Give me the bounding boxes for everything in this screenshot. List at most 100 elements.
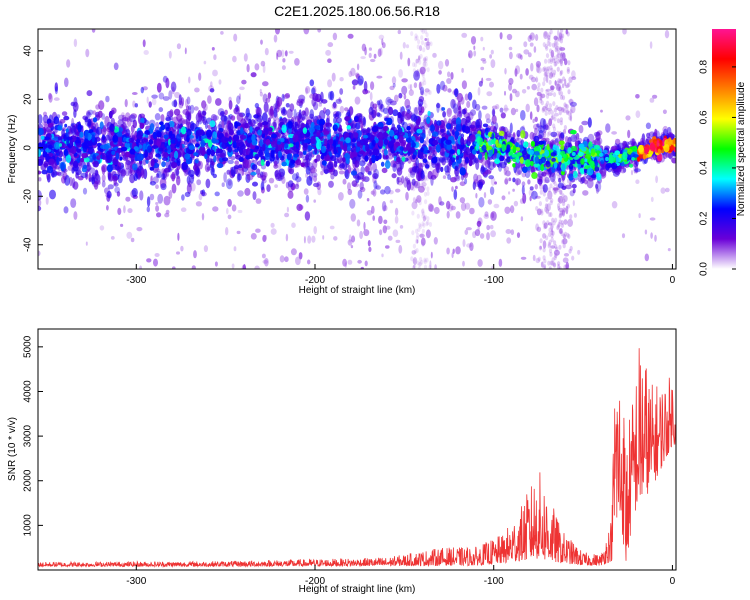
spectrogram-cell xyxy=(134,103,138,108)
spectrogram-cell xyxy=(488,175,495,180)
spectrogram-cell xyxy=(262,259,269,264)
spectrogram-cell xyxy=(131,187,138,197)
spectrogram-cell xyxy=(416,197,420,203)
spectrogram-cell xyxy=(395,239,401,243)
spectrogram-cell xyxy=(416,44,420,50)
spectrogram-cell xyxy=(270,222,275,228)
spectrogram-cell xyxy=(250,171,257,176)
spectrogram-cell xyxy=(568,99,574,104)
spectrogram-cell xyxy=(342,178,347,185)
spectrogram-cell xyxy=(553,249,560,256)
spectrogram-cell xyxy=(377,48,382,57)
spectrogram-cell xyxy=(504,90,506,96)
spectrogram-cell xyxy=(357,259,362,264)
spectrogram-cell xyxy=(539,189,543,195)
spectrogram-cell xyxy=(422,211,426,217)
spectrogram-cell xyxy=(306,175,313,186)
spectrogram-cell xyxy=(262,112,268,122)
spectrogram-cell xyxy=(118,127,124,133)
spectrogram-cell xyxy=(389,199,394,204)
spectrogram-cell xyxy=(236,230,241,235)
spectrogram-cell xyxy=(215,98,222,106)
spectrogram-cell xyxy=(415,118,421,126)
spectrogram-cell xyxy=(272,119,277,128)
spectrogram-cell xyxy=(213,54,217,61)
spectrogram-cell xyxy=(295,172,300,179)
spectrogram-cell xyxy=(101,174,106,182)
spectrogram-cell xyxy=(499,161,507,169)
spectrogram-cell xyxy=(548,32,552,38)
spectrogram-cell xyxy=(472,231,477,239)
spectrogram-cell xyxy=(553,190,557,195)
spectrogram-cell xyxy=(486,91,493,97)
spectrogram-cell xyxy=(543,258,547,264)
spectrogram-cell xyxy=(548,248,553,254)
spectrogram-cell xyxy=(472,181,476,191)
spectrogram-cell xyxy=(173,99,178,108)
spectrogram-cell xyxy=(351,123,356,130)
spectrogram-cell xyxy=(522,125,525,130)
figure-title: C2E1.2025.180.06.56.R18 xyxy=(274,3,440,19)
spectrogram-cell xyxy=(559,57,564,67)
spectrogram-cell xyxy=(407,84,411,90)
spectrogram-cell xyxy=(421,221,425,227)
spectrogram-cell xyxy=(420,237,426,246)
spectrogram-cell xyxy=(537,82,541,88)
spectrogram-cell xyxy=(539,125,544,131)
spectrogram-cell xyxy=(419,81,423,87)
spectrogram-cell xyxy=(446,247,450,255)
spectrogram-cell xyxy=(538,95,542,101)
spectrogram-cell xyxy=(563,207,567,213)
spectrogram-cell xyxy=(391,173,397,179)
spectrogram-cell xyxy=(155,205,160,212)
spectrogram-cell xyxy=(553,69,557,76)
spectrogram-cell xyxy=(363,80,368,92)
spectrogram-cell xyxy=(569,109,573,115)
spectrogram-cell xyxy=(512,88,517,94)
spectrogram-cell xyxy=(480,58,486,62)
spectrogram-cell xyxy=(539,93,543,101)
spectrogram-cell xyxy=(143,50,149,55)
spectrogram-cell xyxy=(62,157,67,163)
spectrogram-cell xyxy=(611,131,617,135)
spectrogram-cell xyxy=(273,160,278,167)
spectrogram-cell xyxy=(564,78,567,87)
spectrogram-cell xyxy=(464,93,469,101)
spectrogram-cell xyxy=(233,107,240,115)
spectrogram-cell xyxy=(550,233,554,239)
spectrogram-cell xyxy=(538,175,543,187)
spectrogram-cell xyxy=(506,33,513,41)
spectrogram-cell xyxy=(370,81,375,91)
spectrogram-cell xyxy=(122,117,129,122)
spectrogram-cell xyxy=(227,122,234,131)
spectrogram-cell xyxy=(545,74,549,84)
spectrogram-cell xyxy=(350,170,358,176)
spectrogram-cell xyxy=(261,179,265,191)
spectrogram-cell xyxy=(260,39,263,45)
spectrogram-cell xyxy=(557,207,564,212)
spectrogram-cell xyxy=(545,207,550,214)
spectrogram-cell xyxy=(549,59,553,65)
spectrogram-cell xyxy=(369,91,373,101)
spectrogram-cell xyxy=(565,29,568,35)
spectrogram-cell xyxy=(187,112,191,121)
spectrogram-cell xyxy=(120,168,126,178)
spectrogram-cell xyxy=(317,29,322,33)
spectrogram-cell xyxy=(86,162,91,172)
spectrogram-cell xyxy=(432,52,437,58)
spectrogram-cell xyxy=(405,191,409,201)
spectrogram-cell xyxy=(536,208,542,216)
spectrogram-cell xyxy=(411,250,417,255)
spectrogram-cell xyxy=(294,183,300,190)
spectrogram-cell xyxy=(418,55,421,61)
spectrogram-cell xyxy=(543,124,547,134)
spectrogram-cell xyxy=(540,210,544,216)
spectrogram-cell xyxy=(333,113,338,118)
spectrogram-cell xyxy=(383,149,388,156)
spectrogram-cell xyxy=(520,130,526,139)
spectrogram-cell xyxy=(130,113,138,119)
spectrogram-cell xyxy=(604,145,610,150)
spectrogram-cell xyxy=(564,264,569,269)
spectrogram-cell xyxy=(547,190,553,200)
spectrogram-cell xyxy=(303,236,306,244)
